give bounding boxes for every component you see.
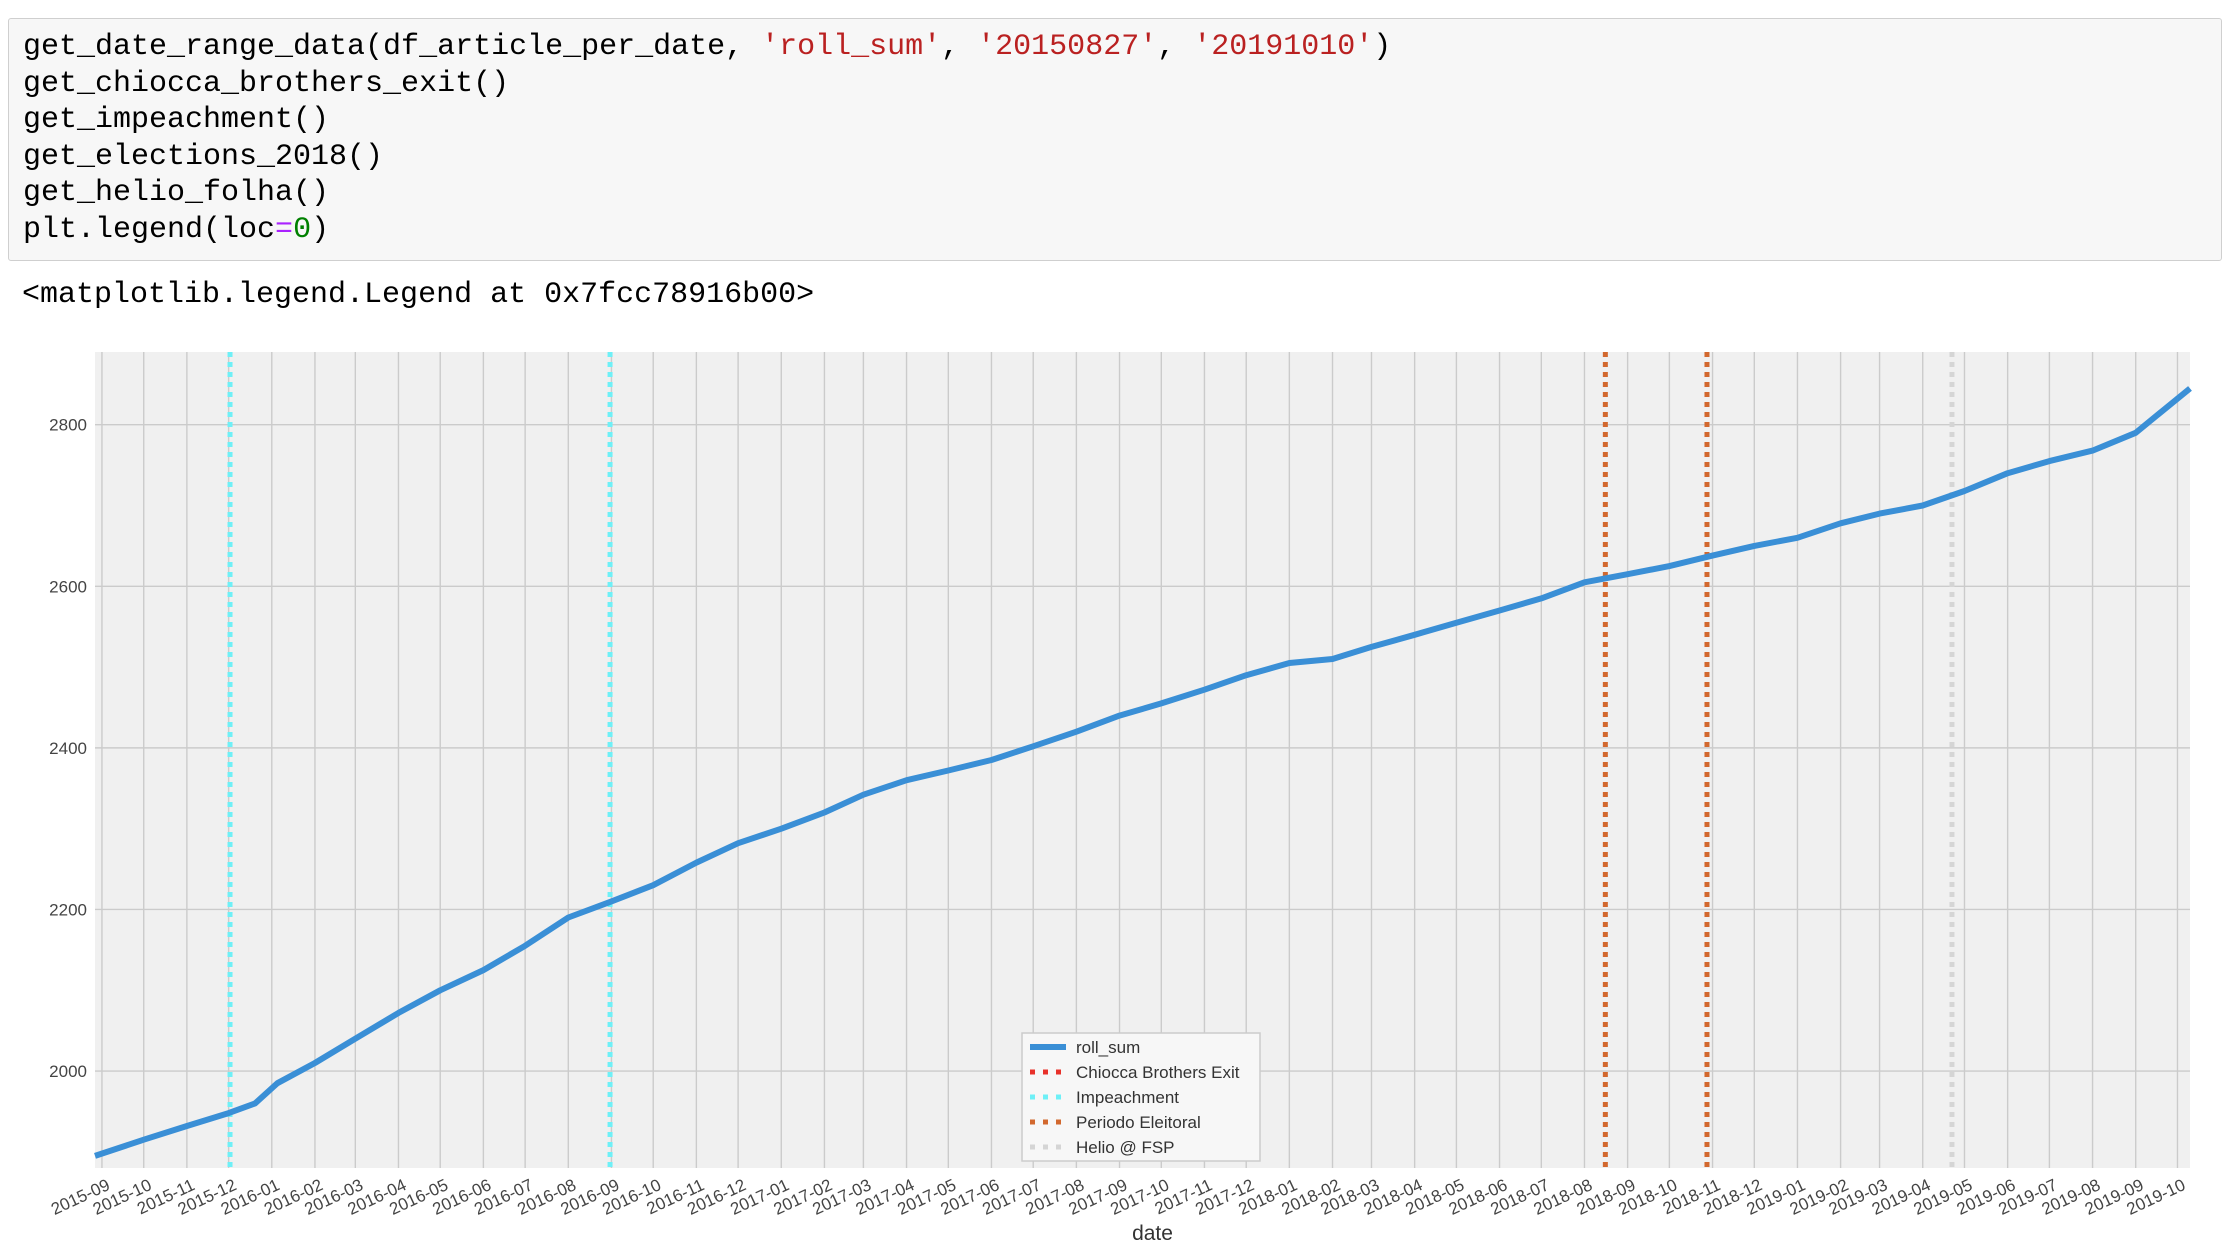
code-token: )	[311, 212, 330, 247]
code-token: get_impeachment()	[23, 103, 330, 137]
y-tick-label: 2000	[49, 1062, 87, 1081]
code-token: ,	[941, 30, 978, 64]
code-token: get_date_range_data(df_article_per_date,	[23, 30, 762, 64]
y-tick-label: 2600	[49, 577, 87, 596]
code-line: get_elections_2018()	[23, 139, 2221, 176]
x-axis-label: date	[1132, 1222, 1173, 1245]
legend-label: Chiocca Brothers Exit	[1076, 1063, 1240, 1082]
code-token: ,	[1157, 30, 1194, 64]
cell-output-text: <matplotlib.legend.Legend at 0x7fcc78916…	[22, 278, 815, 312]
code-cell[interactable]: get_date_range_data(df_article_per_date,…	[8, 18, 2222, 261]
code-token: get_elections_2018()	[23, 139, 384, 174]
code-token: 0	[293, 212, 312, 247]
y-tick-label: 2200	[49, 900, 87, 919]
legend-label: Periodo Eleitoral	[1076, 1113, 1201, 1132]
legend-box	[1021, 1032, 1261, 1162]
code-line: plt.legend(loc=0)	[23, 212, 2221, 249]
legend-label: roll_sum	[1076, 1038, 1140, 1057]
y-tick-label: 2800	[49, 416, 87, 435]
y-tick-label: 2400	[49, 739, 87, 758]
code-token: get_helio_folha()	[23, 176, 330, 210]
line-chart: 2015-092015-102015-112015-122016-012016-…	[48, 352, 2192, 1245]
code-token: '20191010'	[1193, 30, 1374, 64]
code-line: get_helio_folha()	[23, 175, 2221, 212]
code-line: get_date_range_data(df_article_per_date,…	[23, 29, 2221, 66]
code-token: 'roll_sum'	[761, 30, 942, 64]
legend-label: Impeachment	[1076, 1088, 1179, 1107]
legend-label: Helio @ FSP	[1076, 1138, 1175, 1157]
code-line: get_impeachment()	[23, 102, 2221, 139]
code-token: plt.legend(loc	[23, 212, 276, 247]
code-line: get_chiocca_brothers_exit()	[23, 66, 2221, 103]
code-token: )	[1373, 30, 1392, 64]
series-line-roll-sum	[94, 386, 2192, 1159]
code-token: get_chiocca_brothers_exit()	[23, 66, 510, 101]
code-token: '20150827'	[977, 30, 1158, 64]
code-token: =	[275, 212, 294, 247]
